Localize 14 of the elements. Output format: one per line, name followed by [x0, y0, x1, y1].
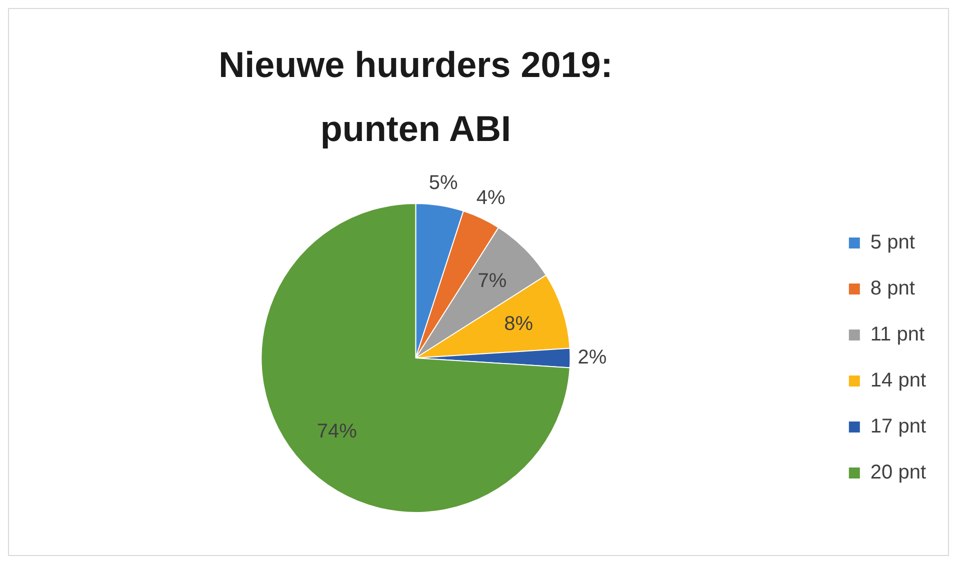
data-label: 7%	[478, 270, 507, 292]
data-label: 74%	[316, 420, 358, 443]
data-label: 5%	[428, 172, 458, 194]
legend-label: 14 pnt	[870, 370, 926, 392]
legend-label: 17 pnt	[870, 416, 926, 438]
legend-label: 8 pnt	[870, 278, 916, 300]
legend-label: 20 pnt	[870, 462, 926, 484]
legend-label: 5 pnt	[870, 232, 916, 254]
data-label: 4%	[476, 186, 506, 209]
data-label: 2%	[578, 346, 607, 369]
legend-label: 11 pnt	[870, 324, 925, 346]
text: Nieuwe huurders 2019:	[218, 44, 613, 85]
data-label: 8%	[504, 313, 534, 336]
text: punten ABI	[320, 108, 512, 149]
